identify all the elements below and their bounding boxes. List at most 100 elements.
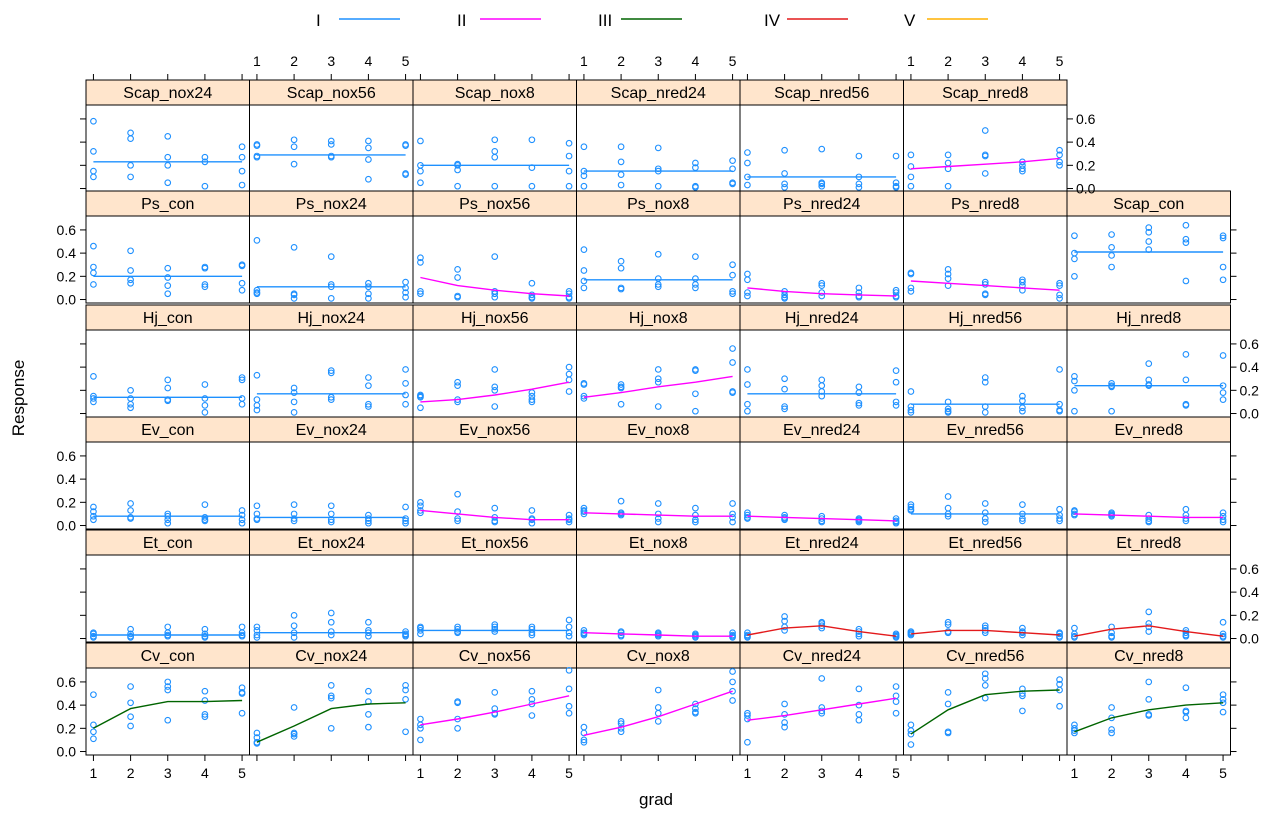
data-point	[729, 345, 736, 352]
data-point	[327, 369, 335, 377]
data-point	[781, 146, 788, 154]
data-point	[528, 631, 536, 639]
data-point	[892, 683, 900, 690]
data-point	[818, 382, 826, 390]
data-point	[417, 137, 424, 145]
data-point	[981, 515, 989, 522]
data-point	[907, 388, 915, 395]
data-point	[290, 291, 298, 299]
data-point	[491, 621, 499, 628]
data-point	[1056, 407, 1063, 415]
data-point	[1019, 501, 1026, 508]
panel-title: Et_nox24	[297, 535, 365, 552]
data-point	[1071, 249, 1078, 257]
panel-Hj_nred56: Hj_nred56	[903, 304, 1068, 418]
data-point	[201, 711, 209, 718]
panel-title: Et_nred56	[948, 535, 1022, 552]
data-point	[892, 152, 900, 160]
data-point	[454, 266, 461, 273]
data-point	[1145, 518, 1153, 526]
y-tick-label: 0.0	[1240, 406, 1260, 422]
data-point	[454, 699, 461, 707]
data-point	[565, 139, 573, 147]
data-point	[365, 156, 372, 163]
data-point	[1056, 630, 1063, 638]
data-point	[201, 182, 209, 190]
panel-Hj_con: Hj_con	[85, 304, 250, 418]
panel-box	[85, 104, 250, 193]
data-point	[580, 508, 588, 515]
data-point	[90, 117, 97, 125]
panel-strip	[85, 304, 250, 331]
panel-Scap_nred24: Scap_nred24	[576, 79, 741, 193]
data-point	[744, 292, 751, 300]
data-point	[1056, 505, 1063, 513]
data-point	[1071, 630, 1078, 638]
fit-line	[256, 702, 406, 743]
data-point	[201, 409, 209, 416]
data-point	[290, 409, 298, 416]
panel-Cv_nred24: Cv_nred24	[739, 642, 904, 756]
data-point	[1019, 692, 1026, 700]
data-point	[580, 392, 588, 400]
data-point	[454, 182, 461, 190]
panel-title: Ps_nred8	[951, 196, 1020, 213]
data-point	[781, 700, 788, 708]
data-point	[402, 380, 409, 387]
data-point	[238, 519, 246, 527]
data-point	[1145, 678, 1153, 686]
panel-Et_nred56: Et_nred56	[903, 529, 1068, 643]
data-point	[238, 143, 246, 151]
data-point	[781, 403, 788, 410]
data-point	[1019, 515, 1026, 522]
y-tick-label: 0.4	[1240, 584, 1260, 600]
data-point	[201, 395, 209, 402]
data-point	[1182, 351, 1190, 358]
x-tick-label: 1	[417, 765, 425, 781]
data-point	[654, 250, 662, 258]
data-point	[491, 403, 499, 410]
data-point	[365, 137, 372, 145]
data-point	[402, 686, 409, 694]
data-point	[944, 409, 952, 416]
data-point	[1219, 618, 1227, 626]
data-point	[327, 618, 335, 626]
data-point	[402, 278, 409, 286]
data-point	[1019, 624, 1026, 632]
data-point	[781, 405, 788, 413]
data-point	[127, 699, 134, 707]
data-point	[365, 687, 372, 695]
data-point	[565, 666, 573, 674]
axes: 0.0 0.2 0.4 0.6 0.0 0.2 0.4 0.6 0.0 0.2 0.4 0.6 0.0 0…	[57, 53, 1260, 781]
panel-strip	[739, 304, 904, 331]
data-point	[855, 152, 863, 160]
panel-title: Hj_nred56	[948, 310, 1022, 327]
data-point	[90, 263, 97, 271]
panel-title: Cv_con	[141, 648, 195, 665]
data-point	[164, 282, 172, 289]
data-point	[981, 409, 989, 416]
data-point	[164, 686, 172, 694]
data-point	[565, 702, 573, 710]
data-point	[565, 290, 573, 298]
panel-strip	[576, 529, 741, 556]
data-point	[818, 675, 826, 682]
data-point	[944, 729, 952, 737]
data-point	[1108, 704, 1115, 711]
data-point	[729, 518, 736, 526]
panel-strip	[1066, 529, 1231, 556]
data-point	[654, 500, 662, 507]
data-point	[580, 723, 588, 731]
panel-title: Cv_nox8	[627, 648, 690, 665]
x-tick-label: 1	[744, 765, 752, 781]
x-tick-label: 5	[1219, 765, 1227, 781]
data-point	[744, 289, 751, 296]
data-point	[744, 270, 751, 278]
data-point	[365, 374, 372, 381]
data-point	[127, 400, 134, 408]
data-point	[402, 695, 409, 703]
data-point	[617, 171, 625, 178]
panel-strip	[249, 304, 414, 331]
data-point	[617, 381, 625, 388]
y-tick-label: 0.2	[57, 494, 77, 510]
